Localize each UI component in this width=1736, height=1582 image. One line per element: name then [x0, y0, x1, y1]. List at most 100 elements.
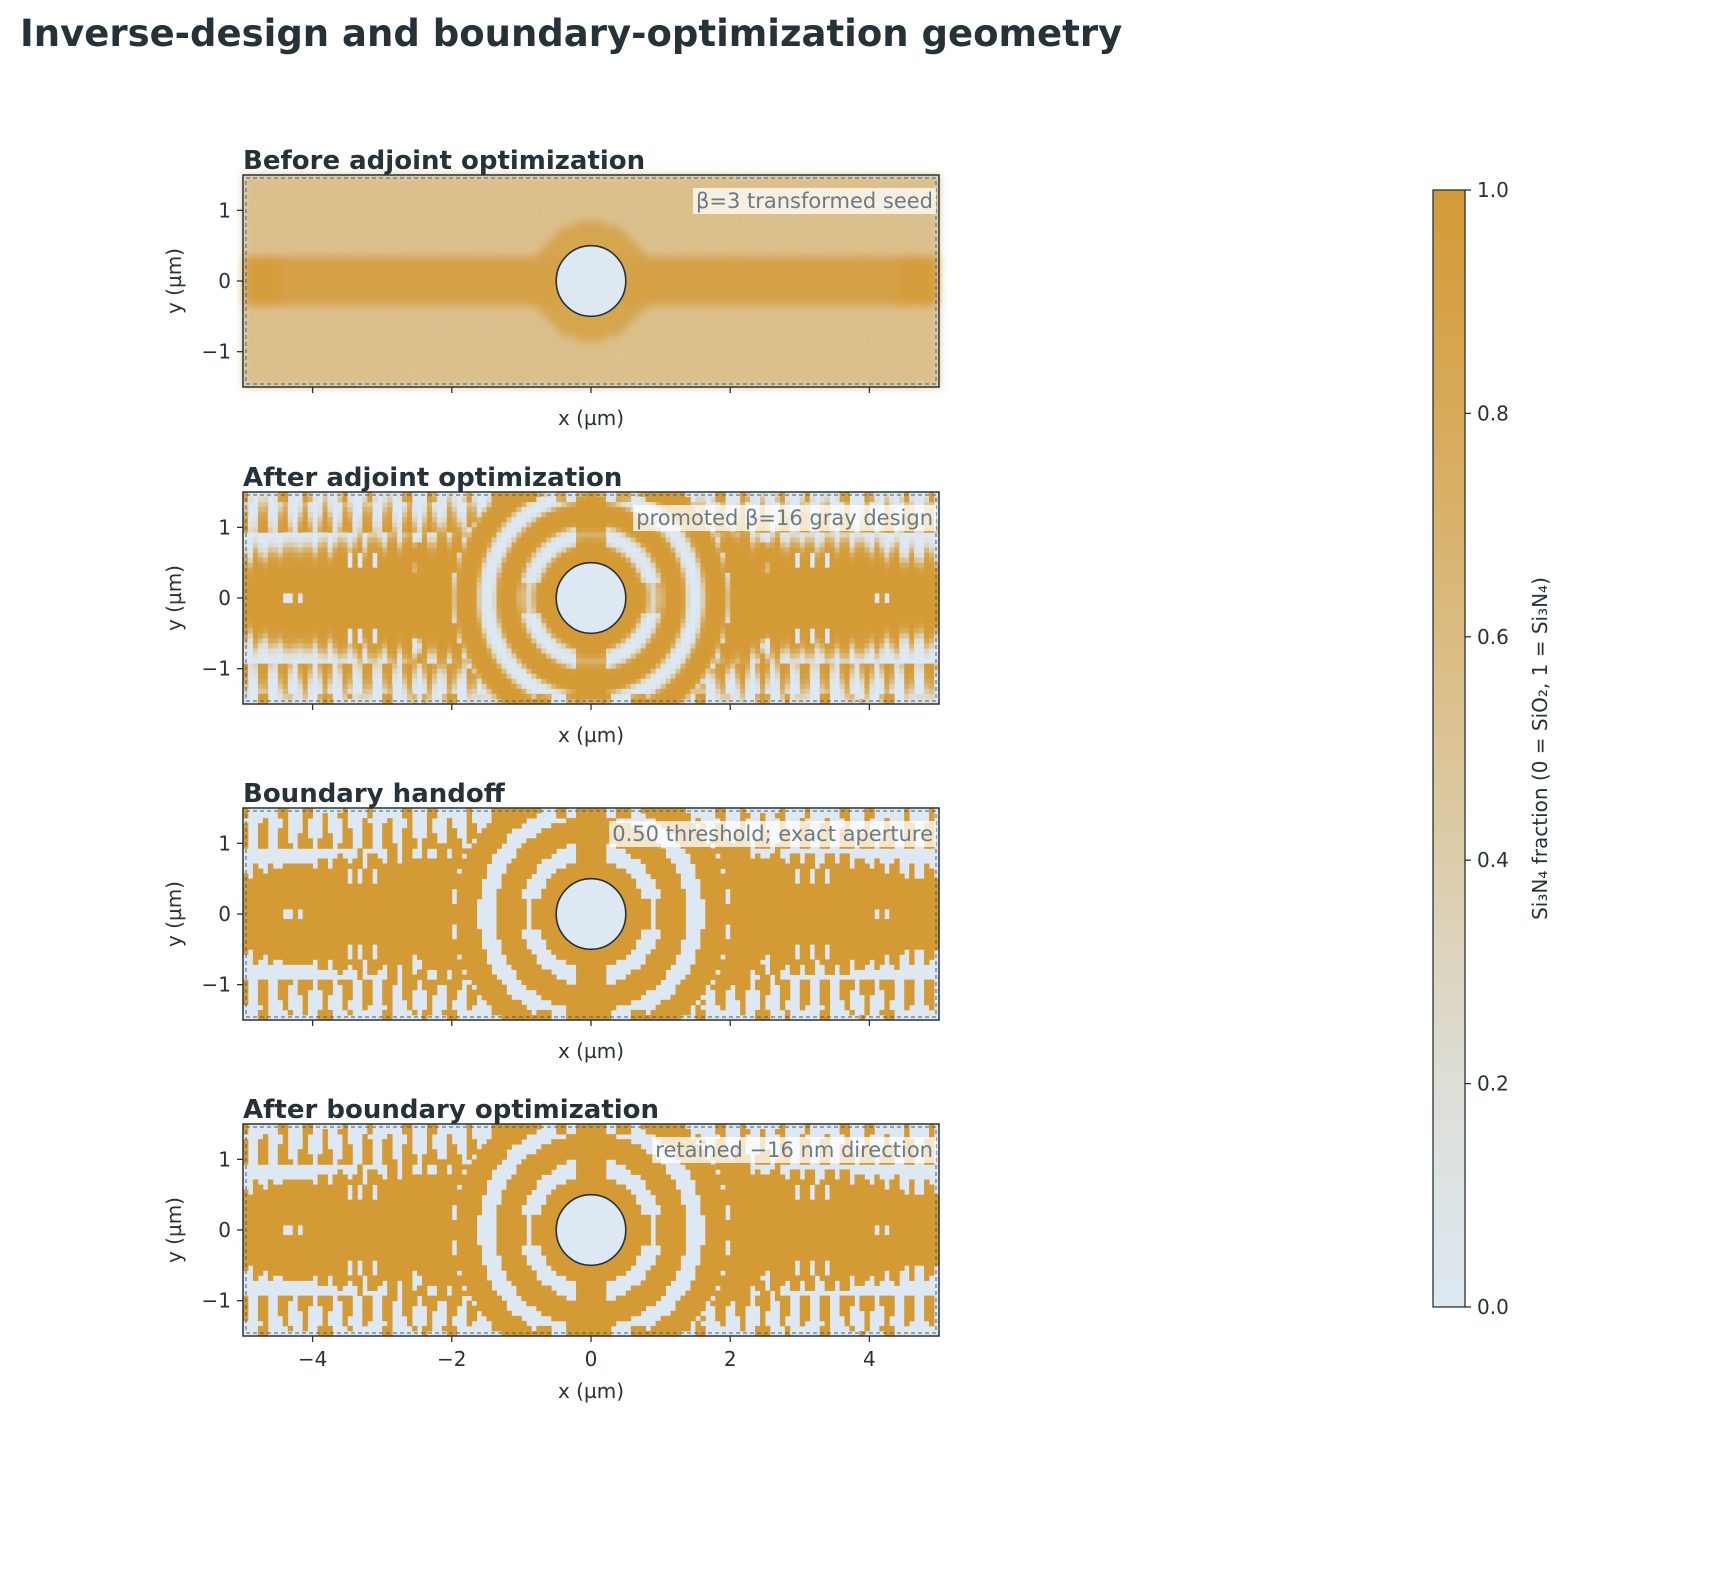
density-cell	[516, 281, 522, 287]
density-cell	[839, 281, 845, 287]
density-cell	[804, 296, 811, 302]
density-cell	[725, 281, 731, 287]
density-cell	[272, 230, 279, 236]
density-cell	[730, 270, 736, 277]
density-cell	[889, 255, 895, 262]
density-cell	[909, 220, 915, 226]
density-cell	[431, 265, 438, 272]
density-cell	[546, 296, 552, 302]
density-cell	[317, 326, 323, 332]
density-cell	[446, 190, 453, 196]
density-cell	[247, 185, 254, 191]
density-cell	[262, 306, 269, 312]
density-cell	[257, 326, 264, 332]
density-cell	[705, 180, 711, 186]
density-cell	[252, 281, 259, 287]
density-cell	[451, 230, 458, 236]
density-cell	[700, 311, 706, 317]
density-cell	[640, 321, 647, 327]
density-cell	[431, 316, 438, 322]
density-cell	[357, 336, 363, 342]
density-cell	[735, 346, 741, 353]
density-cell	[426, 351, 433, 358]
density-cell	[531, 281, 537, 287]
density-cell	[491, 291, 497, 297]
density-cell	[327, 296, 333, 302]
density-cell	[675, 200, 681, 206]
density-cell	[426, 270, 433, 277]
density-cell	[610, 326, 617, 332]
density-cell	[476, 321, 483, 327]
density-cell	[511, 265, 517, 272]
density-cell	[332, 220, 338, 226]
density-cell	[725, 185, 731, 191]
density-cell	[516, 250, 522, 257]
density-cell	[829, 185, 835, 191]
density-cell	[496, 260, 502, 267]
density-cell	[600, 195, 607, 201]
density-cell	[262, 311, 269, 317]
density-cell	[417, 291, 423, 297]
density-cell	[929, 175, 935, 181]
density-cell	[735, 281, 741, 287]
density-cell	[382, 245, 388, 252]
density-cell	[929, 296, 935, 302]
density-cell	[421, 215, 428, 221]
density-cell	[774, 175, 781, 181]
density-cell	[317, 250, 323, 257]
density-cell	[407, 185, 413, 191]
density-cell	[849, 270, 855, 277]
density-cell	[262, 275, 269, 282]
density-cell	[322, 210, 328, 216]
density-cell	[476, 311, 483, 317]
density-cell	[824, 270, 831, 277]
density-cell	[377, 245, 383, 252]
density-cell	[312, 225, 318, 231]
density-cell	[247, 316, 254, 322]
density-cell	[794, 230, 801, 236]
density-cell	[595, 190, 602, 196]
density-cell	[372, 316, 378, 322]
density-cell	[571, 311, 577, 317]
density-cell	[794, 341, 801, 348]
density-cell	[645, 215, 652, 221]
density-cell	[312, 235, 318, 242]
density-cell	[934, 195, 940, 201]
density-cell	[779, 235, 786, 242]
density-cell	[929, 235, 935, 242]
density-cell	[392, 326, 398, 332]
density-cell	[243, 190, 249, 196]
density-cell	[501, 185, 507, 191]
density-cell	[576, 346, 582, 353]
density-cell	[899, 215, 905, 221]
density-cell	[337, 341, 343, 348]
density-cell	[257, 286, 264, 292]
density-cell	[407, 336, 413, 342]
density-cell	[536, 265, 542, 272]
density-cell	[735, 250, 741, 257]
density-cell	[869, 346, 875, 353]
density-cell	[262, 230, 269, 236]
density-cell	[779, 291, 786, 297]
density-cell	[372, 291, 378, 297]
density-cell	[267, 245, 274, 252]
density-cell	[367, 210, 373, 216]
density-cell	[551, 326, 557, 332]
density-cell	[387, 336, 393, 342]
density-cell	[312, 210, 318, 216]
density-cell	[407, 296, 413, 302]
density-cell	[541, 275, 547, 282]
density-cell	[506, 351, 512, 358]
density-cell	[914, 296, 920, 302]
density-cell	[302, 311, 309, 317]
density-cell	[769, 316, 776, 322]
density-cell	[441, 311, 448, 317]
density-cell	[705, 291, 711, 297]
density-cell	[879, 180, 885, 186]
density-cell	[536, 230, 542, 236]
density-cell	[312, 245, 318, 252]
density-cell	[357, 306, 363, 312]
density-cell	[595, 180, 602, 186]
density-cell	[705, 306, 711, 312]
density-cell	[307, 296, 313, 302]
